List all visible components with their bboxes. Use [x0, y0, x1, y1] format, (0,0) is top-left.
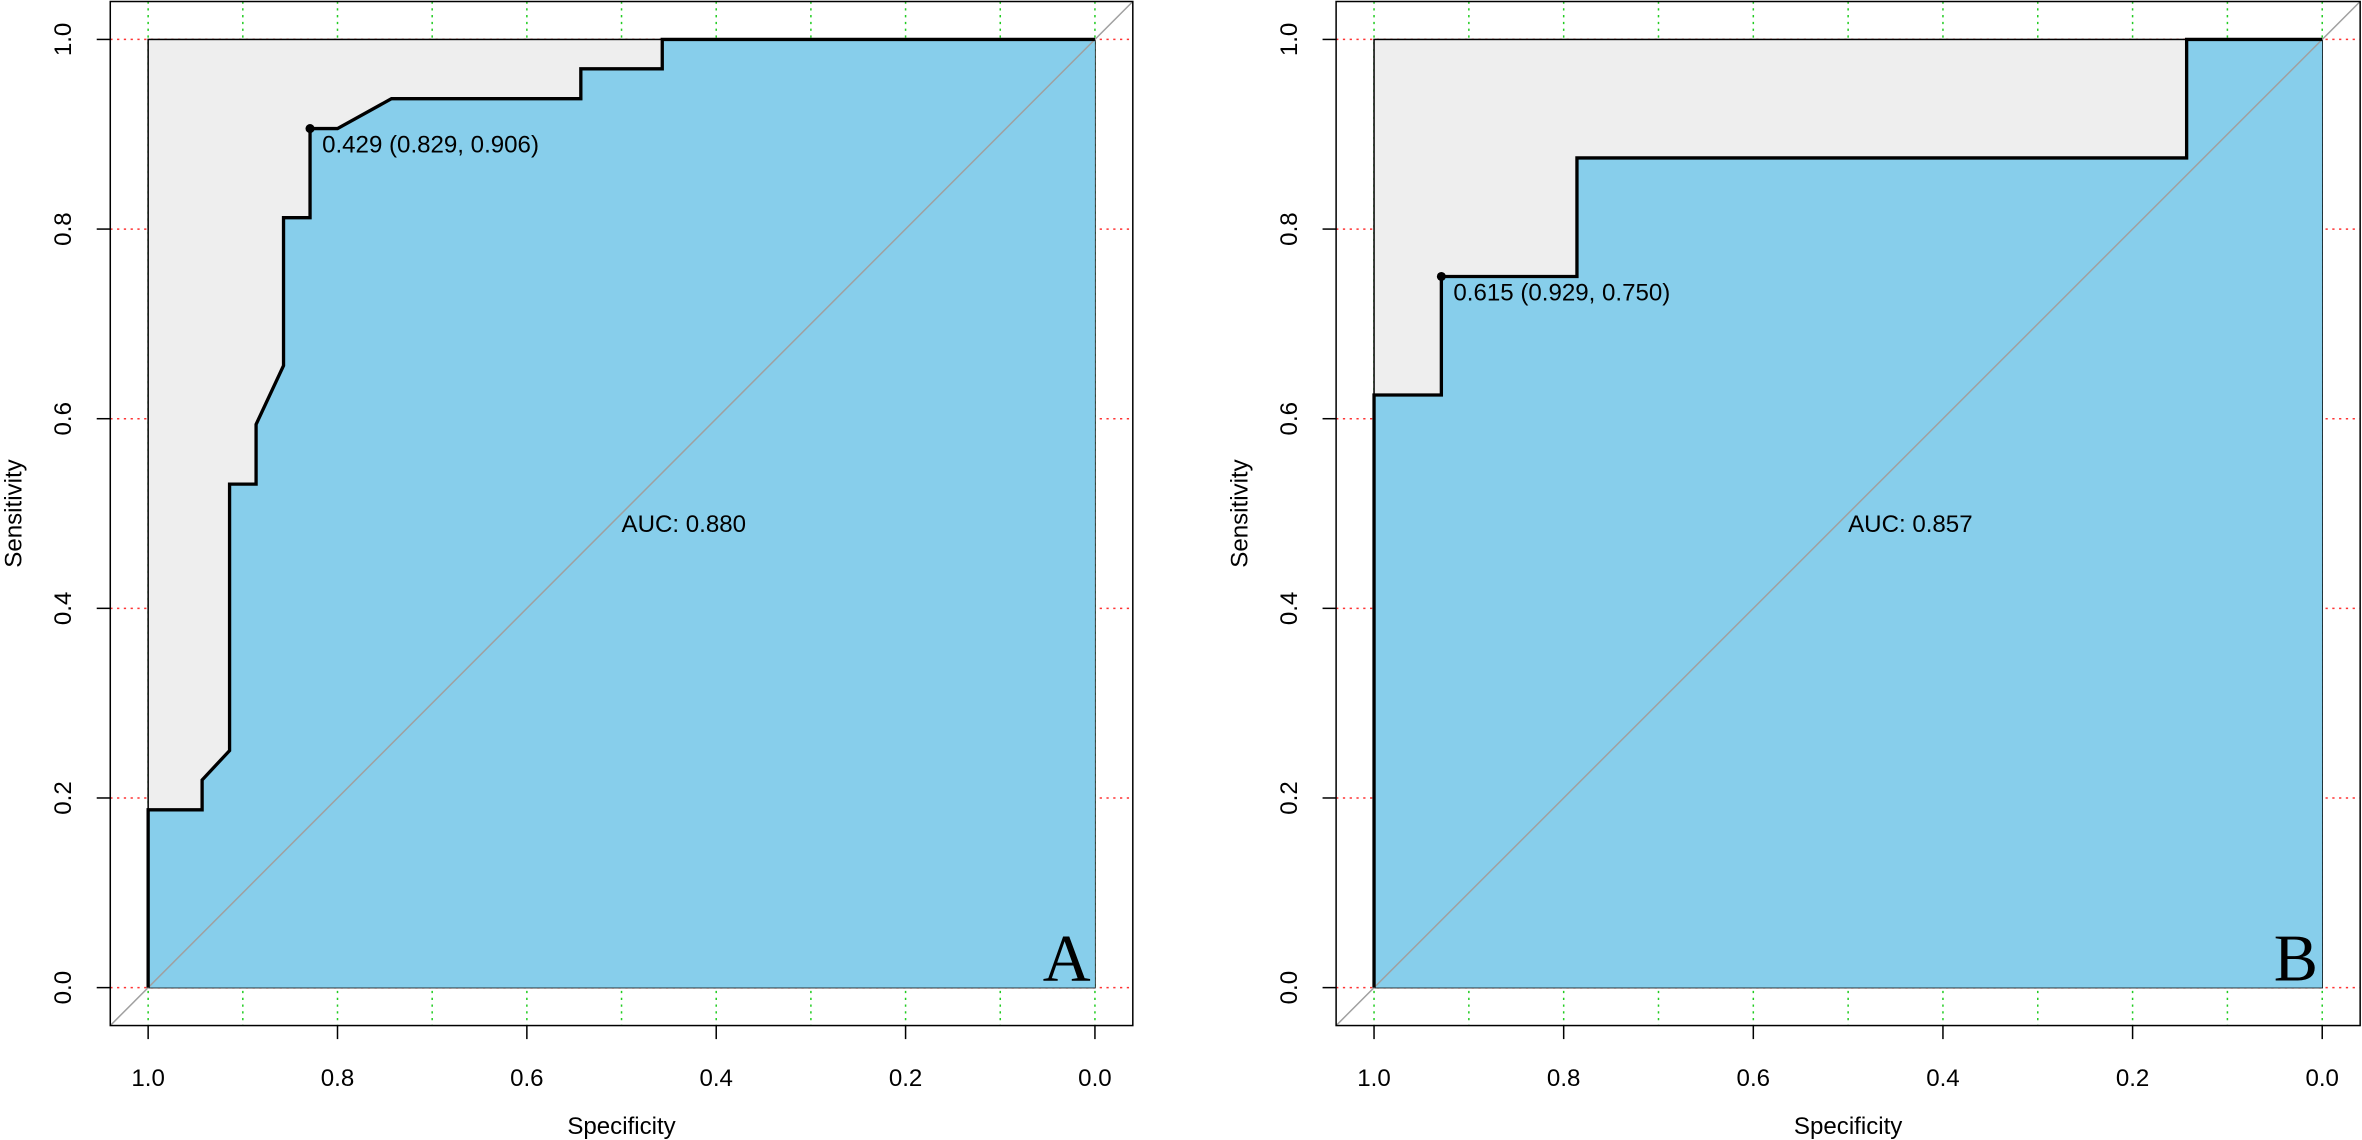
y-tick-label: 0.8	[50, 212, 77, 245]
x-tick-label: 0.2	[889, 1065, 922, 1092]
y-tick-label: 1.0	[1276, 23, 1303, 56]
roc-panel: 0.429 (0.829, 0.906) AUC: 0.880 A 1.0 0.8 0.6…	[0, 0, 1134, 1140]
y-tick-label: 0.8	[1276, 212, 1303, 245]
x-tick-label: 0.0	[2305, 1065, 2338, 1092]
threshold-label: 0.429 (0.829, 0.906)	[322, 132, 539, 159]
y-tick-label: 0.6	[1276, 402, 1303, 435]
plot-box	[1335, 0, 2361, 1027]
x-tick-label: 1.0	[131, 1065, 164, 1092]
diagonal	[109, 0, 1134, 1027]
x-tick-label: 0.6	[1737, 1065, 1770, 1092]
y-tick-label: 0.4	[1276, 592, 1303, 625]
x-axis-label: Specificity	[1794, 1113, 1902, 1140]
y-axis-label: Sensitivity	[0, 459, 27, 567]
roc-curve	[146, 37, 1095, 988]
y-tick-label: 0.0	[1276, 971, 1303, 1004]
x-tick-label: 0.2	[2116, 1065, 2149, 1092]
roc-panel: 0.615 (0.929, 0.750) AUC: 0.857 B 1.0 0.8 0.6…	[1226, 0, 2361, 1140]
threshold-label: 0.615 (0.929, 0.750)	[1453, 280, 1670, 307]
diagonal	[1335, 0, 2361, 1027]
y-tick-label: 0.0	[50, 971, 77, 1004]
y-tick-label: 0.2	[50, 781, 77, 814]
auc-label: AUC: 0.857	[1848, 511, 1972, 538]
threshold-point	[1436, 271, 1446, 281]
y-axis-label: Sensitivity	[1226, 459, 1253, 567]
x-tick-label: 0.6	[510, 1065, 543, 1092]
roc-curve	[1372, 37, 2323, 988]
x-tick-label: 0.4	[1926, 1065, 1959, 1092]
x-tick-label: 0.8	[321, 1065, 354, 1092]
x-tick-label: 0.8	[1547, 1065, 1580, 1092]
y-tick-label: 1.0	[50, 23, 77, 56]
plot-box	[109, 0, 1134, 1027]
y-tick-label: 0.6	[50, 402, 77, 435]
x-tick-label: 0.4	[699, 1065, 732, 1092]
panel-label: B	[2274, 922, 2318, 995]
threshold-point	[305, 124, 315, 134]
y-tick-label: 0.4	[50, 592, 77, 625]
x-axis-label: Specificity	[567, 1113, 675, 1140]
y-tick-label: 0.2	[1276, 781, 1303, 814]
x-tick-label: 1.0	[1357, 1065, 1390, 1092]
auc-label: AUC: 0.880	[622, 511, 746, 538]
panel-label: A	[1043, 922, 1091, 995]
x-tick-label: 0.0	[1078, 1065, 1111, 1092]
